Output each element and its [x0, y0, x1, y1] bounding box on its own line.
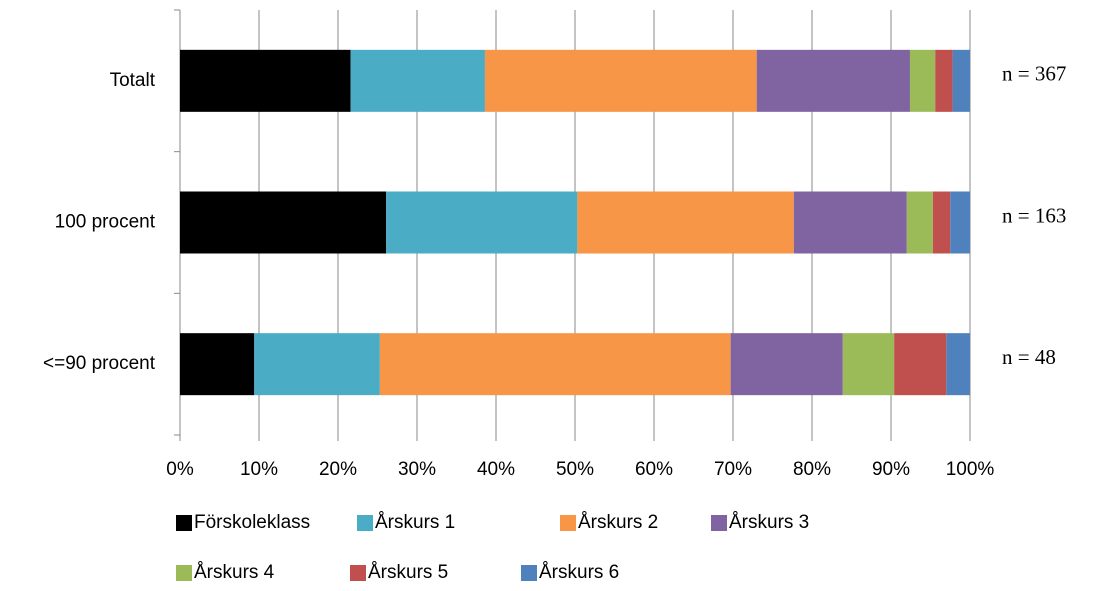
bar-segment [950, 191, 970, 254]
x-tick-label: 10% [240, 459, 278, 480]
bar-segment [906, 191, 933, 254]
legend-label: Årskurs 6 [539, 562, 619, 583]
bar-segment [946, 333, 970, 396]
x-tick-label: 50% [556, 459, 594, 480]
legend-swatch [357, 515, 373, 531]
bar-segment [730, 333, 843, 396]
x-tick-label: 0% [166, 459, 194, 480]
legend-swatch [176, 515, 192, 531]
legend-swatch [176, 565, 192, 581]
legend-swatch [560, 515, 576, 531]
x-tick-label: 70% [714, 459, 752, 480]
legend-label: Årskurs 4 [194, 562, 275, 583]
legend-label: Förskoleklass [194, 512, 310, 533]
bar-segment [894, 333, 947, 396]
bar-segment [254, 333, 380, 396]
y-tick-label: Totalt [110, 70, 156, 91]
bar-segment [577, 191, 794, 254]
bar-segment [180, 333, 255, 396]
legend-label: Årskurs 5 [368, 562, 448, 583]
bar-segment [842, 333, 895, 396]
bar-segment [379, 333, 731, 396]
bar-segment [180, 49, 351, 112]
legend-label: Årskurs 2 [578, 512, 658, 533]
bar-segment [793, 191, 907, 254]
annotation: n = 367 [1002, 62, 1066, 86]
bar-segment [180, 191, 387, 254]
legend-label: Årskurs 1 [375, 512, 455, 533]
legend-swatch [350, 565, 366, 581]
bar-segment [756, 49, 910, 112]
legend-label: Årskurs 3 [729, 512, 809, 533]
bar-segment [932, 191, 951, 254]
x-tick-label: 30% [398, 459, 436, 480]
x-tick-label: 40% [477, 459, 515, 480]
bar-segment [909, 49, 936, 112]
y-tick-label: <=90 procent [43, 353, 156, 374]
legend-swatch [711, 515, 727, 531]
annotation: n = 163 [1002, 203, 1066, 227]
legend-swatch [521, 565, 537, 581]
x-tick-label: 90% [872, 459, 910, 480]
bar-segment [935, 49, 953, 112]
bar-segment [484, 49, 757, 112]
x-tick-label: 100% [946, 459, 995, 480]
bar-segment [952, 49, 970, 112]
annotation: n = 48 [1002, 345, 1056, 369]
x-tick-label: 20% [319, 459, 357, 480]
y-tick-label: 100 procent [55, 212, 156, 233]
bar-segment [386, 191, 578, 254]
x-tick-label: 60% [635, 459, 673, 480]
x-tick-label: 80% [793, 459, 831, 480]
bar-segment [350, 49, 485, 112]
